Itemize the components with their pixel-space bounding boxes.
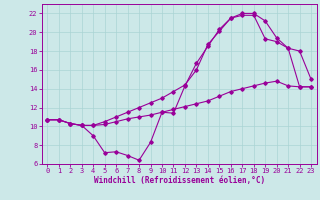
X-axis label: Windchill (Refroidissement éolien,°C): Windchill (Refroidissement éolien,°C) xyxy=(94,176,265,185)
